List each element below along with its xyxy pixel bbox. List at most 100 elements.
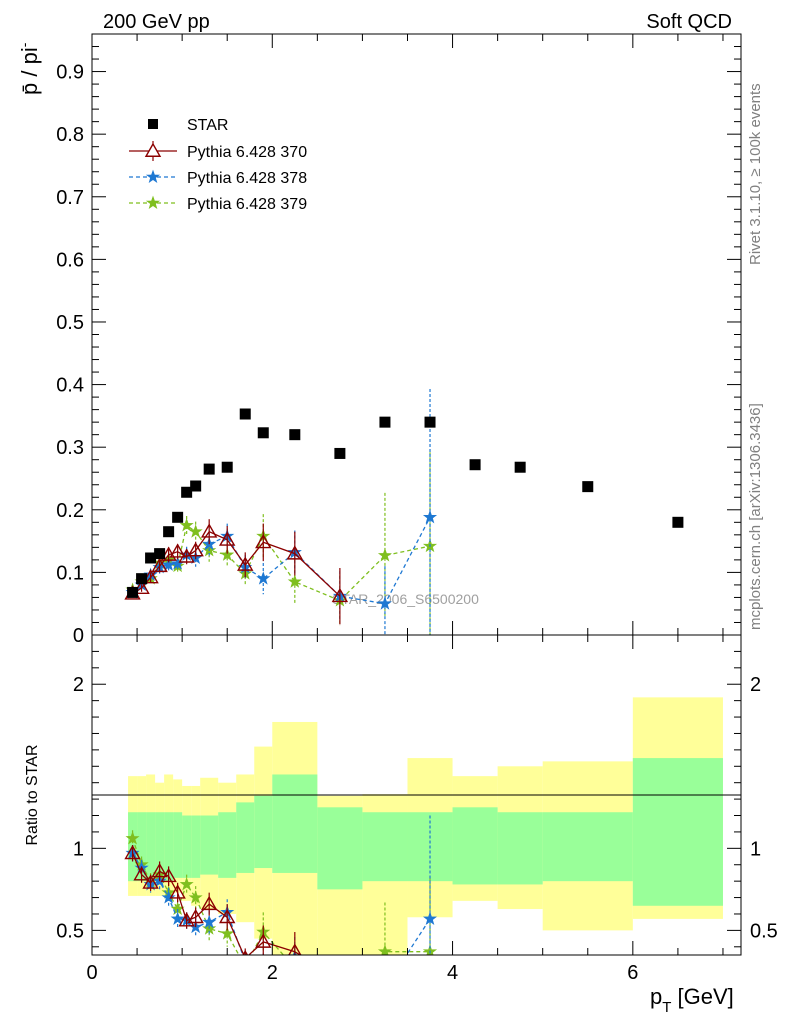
ratio-series-2-point bbox=[422, 944, 438, 955]
ratio-series-0-point bbox=[169, 884, 186, 899]
star-data-point bbox=[172, 511, 184, 523]
inner-uncertainty-band bbox=[173, 812, 183, 878]
ratio-series-1-point bbox=[379, 981, 391, 993]
inner-uncertainty-band bbox=[632, 758, 723, 906]
ratio-series-0-point bbox=[288, 943, 302, 955]
ratio-series-2-point bbox=[179, 876, 194, 891]
ratio-y-tick-label: 2 bbox=[73, 674, 84, 696]
series-1-point bbox=[133, 579, 150, 594]
y-tick-label: 0.1 bbox=[56, 562, 84, 584]
series-1-point bbox=[169, 543, 186, 558]
inner-uncertainty-band bbox=[452, 807, 498, 885]
ratio-plot-frame bbox=[91, 634, 742, 956]
series-2-point bbox=[256, 571, 271, 585]
star-data-point bbox=[239, 408, 251, 420]
series-3-point bbox=[377, 548, 392, 562]
star-data-point bbox=[203, 463, 215, 475]
inner-uncertainty-band bbox=[164, 812, 174, 882]
legend: STAR Pythia 6.428 370 Pythia 6.428 378 Pyth… bbox=[129, 117, 307, 213]
y-tick-label: 0 bbox=[73, 625, 84, 647]
x-label-sub: T bbox=[662, 999, 671, 1016]
main-plot-panel: 0 0.1 0.2 0.3 0.4 0.5 0.6 0.7 0.8 0.9 STAR_2006_S… bbox=[16, 33, 742, 647]
ratio-series-0-point bbox=[219, 908, 236, 924]
inner-uncertainty-band bbox=[272, 774, 318, 873]
legend-label: Pythia 6.428 379 bbox=[187, 196, 307, 213]
inner-uncertainty-band bbox=[497, 812, 543, 885]
inner-uncertainty-band bbox=[146, 812, 156, 882]
ratio-series-0-point bbox=[160, 867, 177, 883]
inner-uncertainty-band bbox=[218, 812, 237, 878]
ratio-series-1-point bbox=[244, 954, 246, 955]
series-1-point bbox=[200, 523, 218, 538]
y-tick-label: 0.6 bbox=[56, 249, 84, 271]
ratio-series-0-point bbox=[151, 862, 168, 878]
y-tick-label: 0.7 bbox=[56, 187, 84, 209]
inner-uncertainty-band bbox=[155, 812, 165, 882]
mcplots-label: mcplots.cern.ch [arXiv:1306.3436] bbox=[747, 403, 764, 630]
main-y-axis-label: p̄ / pi- bbox=[16, 42, 42, 95]
series-1-point bbox=[331, 587, 349, 603]
legend-label: STAR bbox=[187, 117, 228, 134]
legend-marker-star-glyph bbox=[145, 195, 161, 210]
star-data-point bbox=[424, 416, 436, 428]
ratio-series-2-point bbox=[377, 944, 392, 955]
star-data-point bbox=[582, 481, 594, 493]
series-1-point bbox=[187, 542, 204, 557]
star-data-point bbox=[514, 461, 526, 473]
series-2-point bbox=[377, 596, 392, 610]
rivet-label: Rivet 3.1.10, ≥ 100k events bbox=[747, 83, 764, 265]
ratio-y-tick-label: 1 bbox=[73, 838, 84, 860]
series-2-point bbox=[422, 509, 438, 524]
series-3-point bbox=[188, 524, 203, 538]
inner-uncertainty-band bbox=[254, 795, 273, 869]
ratio-series-2-point bbox=[188, 890, 203, 904]
inner-uncertainty-band bbox=[317, 807, 363, 890]
inner-uncertainty-band bbox=[542, 812, 633, 882]
x-label-main: p bbox=[650, 984, 662, 1009]
series-3-point bbox=[179, 517, 194, 532]
ratio-series-1-point bbox=[422, 911, 438, 925]
series-1-point bbox=[219, 531, 236, 546]
ratio-series-2-point bbox=[289, 962, 301, 974]
star-data-point bbox=[221, 461, 233, 473]
star-data-point bbox=[469, 459, 481, 471]
ratio-series-0-point bbox=[133, 866, 150, 881]
ratio-y-tick-label-right: 0.5 bbox=[750, 920, 778, 942]
ratio-y-tick-label-right: 2 bbox=[750, 674, 761, 696]
x-tick-label: 4 bbox=[447, 962, 458, 984]
series-1-point bbox=[237, 556, 254, 571]
ratio-series-1-line bbox=[132, 852, 431, 955]
ratio-series-0-point bbox=[200, 895, 218, 911]
main-plot-data bbox=[124, 388, 684, 635]
ratio-series-2-point bbox=[334, 975, 346, 987]
star-data-point bbox=[181, 486, 193, 498]
ratio-series-1-point bbox=[334, 973, 346, 985]
ratio-series-2-point bbox=[125, 831, 140, 845]
star-data-point bbox=[289, 429, 301, 441]
legend-label: Pythia 6.428 370 bbox=[187, 144, 307, 161]
series-1-point bbox=[151, 557, 168, 573]
inner-uncertainty-band bbox=[182, 815, 192, 878]
ratio-series-0-point bbox=[333, 973, 347, 985]
y-tick-label: 0.9 bbox=[56, 62, 84, 84]
star-data-point bbox=[257, 427, 269, 439]
ratio-series-0-point bbox=[124, 844, 141, 860]
ratio-plot-panel: 0.5 0.5 1 1 2 2 0 2 4 6 Ratio to STAR pT [GeV] bbox=[24, 634, 778, 1016]
y-label-sup: - bbox=[16, 42, 32, 47]
ratio-series-1-point bbox=[202, 914, 217, 929]
series-3-point bbox=[287, 574, 302, 588]
y-tick-label: 0.5 bbox=[56, 312, 84, 334]
ratio-plot-data bbox=[124, 815, 438, 993]
star-data-point bbox=[145, 552, 157, 564]
y-label-main: p̄ bbox=[17, 83, 42, 95]
ratio-y-tick-label: 0.5 bbox=[56, 920, 84, 942]
inner-uncertainty-band bbox=[137, 812, 147, 882]
y-tick-label: 0.3 bbox=[56, 437, 84, 459]
x-axis-label: pT [GeV] bbox=[650, 984, 734, 1016]
header-left: 200 GeV pp bbox=[103, 11, 210, 33]
inner-uncertainty-band bbox=[362, 812, 408, 882]
ratio-series-1-point bbox=[161, 890, 176, 904]
x-label-unit: [GeV] bbox=[671, 984, 733, 1009]
header-right: Soft QCD bbox=[646, 11, 732, 33]
ratio-series-0-point bbox=[255, 933, 272, 948]
